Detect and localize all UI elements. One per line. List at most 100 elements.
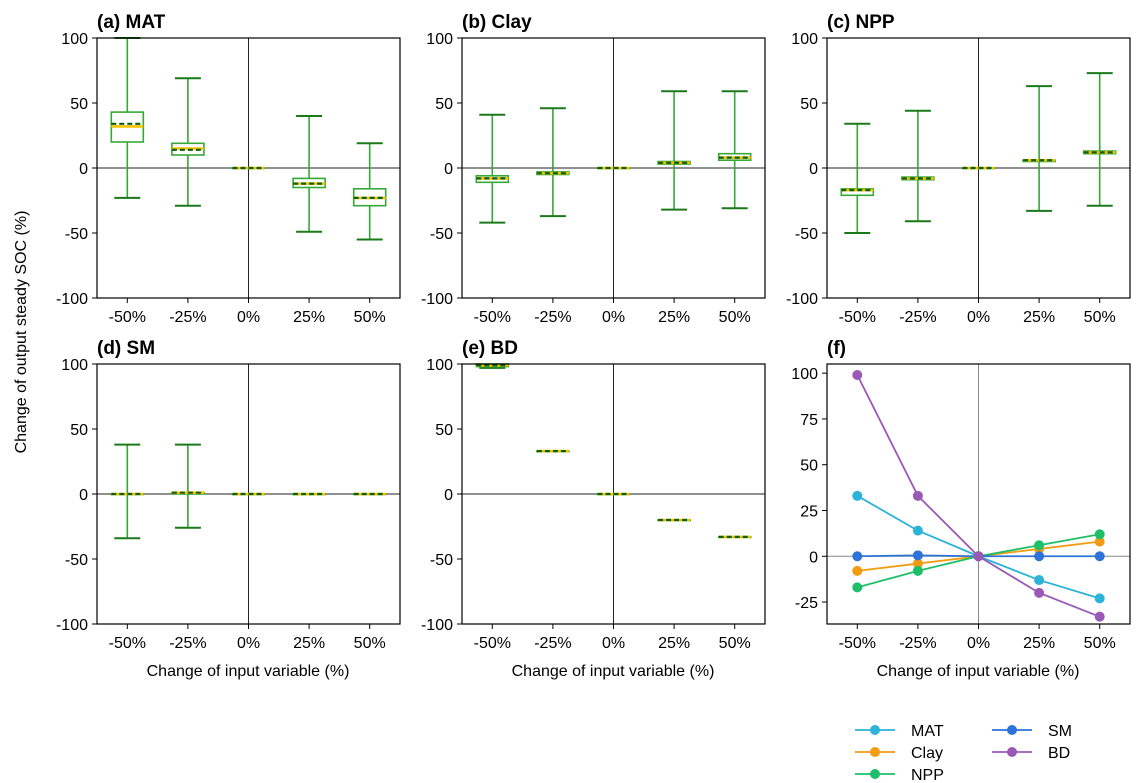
box-3 — [596, 166, 631, 170]
x-tick-label: -50% — [109, 635, 146, 652]
panel-title: (e) BD — [462, 338, 518, 359]
y-tick-label: 0 — [79, 161, 88, 178]
y-tick-label: 50 — [800, 96, 818, 113]
series-bd — [852, 369, 1105, 622]
x-tick-label: 50% — [719, 635, 751, 652]
x-tick-label: 50% — [1084, 635, 1116, 652]
x-tick-label: 0% — [237, 309, 260, 326]
series-point — [1094, 611, 1105, 622]
panel-title: (d) SM — [97, 338, 155, 359]
y-tick-label: 50 — [70, 96, 88, 113]
legend-label: Clay — [911, 745, 943, 762]
box-4 — [292, 492, 326, 496]
series-point — [1094, 593, 1105, 604]
panel-title: (b) Clay — [462, 12, 532, 33]
box-4 — [657, 90, 691, 211]
y-tick-label: -100 — [421, 617, 453, 634]
legend-entry-clay: Clay — [855, 745, 943, 762]
y-tick-label: 100 — [61, 31, 88, 48]
y-tick-label: 100 — [426, 357, 453, 374]
x-tick-label: 50% — [354, 309, 386, 326]
y-tick-label: 50 — [800, 458, 818, 475]
y-tick-label: -100 — [421, 291, 453, 308]
y-tick-label: 0 — [444, 161, 453, 178]
box-1 — [840, 122, 875, 234]
x-tick-label: -25% — [169, 635, 206, 652]
box-5 — [717, 90, 752, 210]
panel-title: (f) — [827, 338, 846, 359]
series-point — [852, 490, 863, 501]
series-point — [852, 565, 863, 576]
x-tick-label: 0% — [967, 309, 990, 326]
series-point — [912, 490, 923, 501]
y-axis-label: Change of output steady SOC (%) — [13, 211, 30, 454]
x-tick-label: 25% — [1023, 309, 1055, 326]
box-5 — [352, 492, 387, 496]
series-point — [1094, 536, 1105, 547]
box-3 — [231, 492, 266, 496]
series-point — [1034, 540, 1045, 551]
x-tick-label: 25% — [293, 309, 325, 326]
x-tick-label: -50% — [839, 635, 876, 652]
x-tick-label: 25% — [293, 635, 325, 652]
y-tick-label: 50 — [435, 422, 453, 439]
y-tick-label: 0 — [809, 161, 818, 178]
y-tick-label: 0 — [444, 487, 453, 504]
legend-label: NPP — [911, 767, 944, 783]
box-1 — [110, 443, 145, 540]
y-tick-label: -50 — [430, 552, 453, 569]
panel-title: (c) NPP — [827, 12, 895, 33]
box-4 — [292, 115, 326, 233]
x-tick-label: 0% — [237, 635, 260, 652]
x-tick-label: -25% — [534, 309, 571, 326]
box-5 — [1082, 72, 1117, 207]
x-axis-label-d: Change of input variable (%) — [147, 663, 350, 680]
x-tick-label: 0% — [967, 635, 990, 652]
x-tick-label: 50% — [1084, 309, 1116, 326]
x-axis-label-e: Change of input variable (%) — [512, 663, 715, 680]
x-tick-label: 0% — [602, 635, 625, 652]
legend-swatch-marker — [870, 725, 880, 735]
legend-entry-sm: SM — [992, 723, 1072, 740]
panel-2: -100 -50 0 50 100 -50% -25% 0% 25% 50% (b) Clay — [421, 12, 766, 326]
series-point — [912, 558, 923, 569]
panel-1: -100 -50 0 50 100 -50% -25% 0% 25% 50% (a) MAT — [56, 12, 401, 326]
x-tick-label: 25% — [658, 635, 690, 652]
x-tick-label: 50% — [354, 635, 386, 652]
box-2 — [171, 77, 205, 207]
legend-swatch-marker — [870, 747, 880, 757]
legend-label: BD — [1048, 745, 1070, 762]
legend-entry-bd: BD — [992, 745, 1070, 762]
series-point — [852, 582, 863, 593]
y-tick-label: -50 — [430, 226, 453, 243]
box-2 — [536, 107, 570, 218]
x-tick-label: -50% — [474, 309, 511, 326]
legend-entry-npp: NPP — [855, 767, 944, 783]
y-tick-label: -50 — [65, 226, 88, 243]
y-tick-label: 100 — [61, 357, 88, 374]
y-tick-label: 50 — [70, 422, 88, 439]
box-2 — [901, 109, 935, 223]
x-tick-label: 25% — [1023, 635, 1055, 652]
series-point — [1034, 575, 1045, 586]
y-tick-label: 75 — [800, 412, 818, 429]
x-tick-label: -50% — [474, 635, 511, 652]
series-point — [912, 525, 923, 536]
y-tick-label: 0 — [809, 549, 818, 566]
box-2 — [171, 443, 205, 529]
legend-label: MAT — [911, 723, 944, 740]
series-point — [1094, 551, 1105, 562]
y-tick-label: 100 — [791, 31, 818, 48]
panel-title: (a) MAT — [97, 12, 166, 33]
y-tick-label: 100 — [791, 366, 818, 383]
x-tick-label: -25% — [534, 635, 571, 652]
series-point — [1034, 587, 1045, 598]
panel-3: -100 -50 0 50 100 -50% -25% 0% 25% 50% (c) NPP — [786, 12, 1131, 326]
series-point — [1094, 529, 1105, 540]
box-1 — [110, 37, 145, 199]
y-tick-label: 50 — [435, 96, 453, 113]
series-point — [1034, 551, 1045, 562]
x-tick-label: -25% — [169, 309, 206, 326]
x-axis-label-f: Change of input variable (%) — [877, 663, 1080, 680]
